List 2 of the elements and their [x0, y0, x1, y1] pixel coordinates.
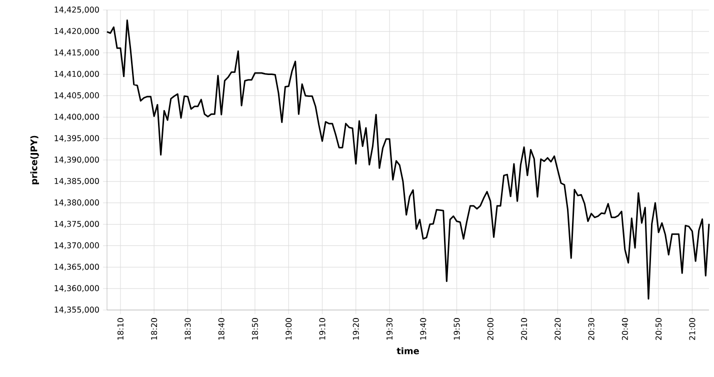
x-axis-title: time	[396, 347, 419, 354]
y-axis-title: price(JPY)	[30, 136, 39, 184]
